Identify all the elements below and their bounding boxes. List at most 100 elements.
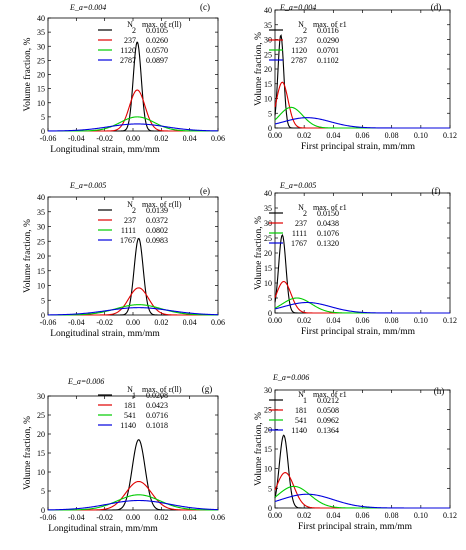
chart-panel-e: -0.06 -0.04 -0.02 0.00 0.02 0.04 0.06 0 5 10 15 20 2… xyxy=(22,181,225,339)
series-line-1140 xyxy=(274,493,450,509)
y-tick-label: 30 xyxy=(264,219,272,228)
y-tick-label: 20 xyxy=(37,71,45,80)
legend-max-value: 0.0716 xyxy=(146,411,168,420)
y-tick-label: 0 xyxy=(41,127,45,136)
legend-max-value: 0.1018 xyxy=(146,421,168,430)
x-tick-label: 0.00 xyxy=(268,511,282,520)
x-axis-label: First principal strain, mm/mm xyxy=(298,522,413,532)
x-tick-label: 0.04 xyxy=(183,513,197,522)
legend-max-value: 0.0105 xyxy=(146,26,168,35)
x-tick-label: 0.08 xyxy=(385,511,399,520)
x-tick-label: 0.06 xyxy=(356,131,370,140)
y-axis-label: Volume fraction, % xyxy=(22,416,33,490)
y-axis-label: Volume fraction, % xyxy=(22,37,33,111)
series-line-2787 xyxy=(48,123,219,132)
x-tick-label: 0.10 xyxy=(414,511,428,520)
x-tick-label: -0.06 xyxy=(40,134,57,143)
legend-max-value: 0.0897 xyxy=(146,56,168,65)
legend-header-max: max. of ε1 xyxy=(313,390,347,399)
chart-panel-c: -0.06 -0.04 -0.02 0.00 0.02 0.04 0.06 0 5 10 15 20 2… xyxy=(22,2,225,155)
x-tick-label: 0.12 xyxy=(443,511,457,520)
x-tick-label: 0.06 xyxy=(356,511,370,520)
y-axis-label: Volume fraction, % xyxy=(22,219,33,293)
legend-n-value: 237 xyxy=(124,216,136,225)
y-tick-label: 5 xyxy=(268,294,272,303)
y-tick-label: 15 xyxy=(37,449,45,458)
y-tick-label: 15 xyxy=(37,85,45,94)
y-tick-label: 25 xyxy=(264,234,272,243)
y-tick-label: 0 xyxy=(268,309,272,318)
strain-level-label: E_a=0.004 xyxy=(279,3,316,12)
x-tick-label: 0.00 xyxy=(126,318,140,327)
legend-max-value: 0.0802 xyxy=(146,226,168,235)
strain-level-label: E_a=0.006 xyxy=(272,373,309,382)
y-tick-label: 35 xyxy=(264,21,272,30)
y-tick-label: 35 xyxy=(264,204,272,213)
legend-n-value: 2 xyxy=(303,209,307,218)
x-tick-label: 0.06 xyxy=(211,513,225,522)
x-tick-label: 0.00 xyxy=(126,134,140,143)
x-tick-label: 0.08 xyxy=(385,316,399,325)
y-tick-label: 40 xyxy=(264,189,272,198)
x-tick-label: 0.04 xyxy=(326,511,340,520)
legend-max-value: 0.0508 xyxy=(317,406,339,415)
y-tick-label: 10 xyxy=(264,95,272,104)
y-tick-label: 5 xyxy=(41,113,45,122)
panel-label: (h) xyxy=(434,386,445,396)
y-tick-label: 25 xyxy=(264,50,272,59)
x-tick-label: -0.04 xyxy=(68,513,85,522)
y-tick-label: 25 xyxy=(37,237,45,246)
chart-panel-g: -0.06 -0.04 -0.02 0.00 0.02 0.04 0.06 0 5 10 15 20 2… xyxy=(22,377,225,534)
series-line-1767 xyxy=(274,301,450,314)
legend-max-value: 0.1364 xyxy=(317,426,339,435)
x-tick-label: -0.02 xyxy=(96,134,113,143)
series-line-237 xyxy=(48,287,218,316)
legend-max-value: 0.1320 xyxy=(317,239,339,248)
y-tick-label: 35 xyxy=(37,28,45,37)
y-tick-label: 40 xyxy=(264,6,272,15)
y-tick-label: 10 xyxy=(37,99,45,108)
legend-max-value: 0.0150 xyxy=(317,209,339,218)
series-line-541 xyxy=(48,494,219,511)
x-tick-label: -0.04 xyxy=(68,134,85,143)
series-line-1140 xyxy=(47,499,219,511)
y-tick-label: 20 xyxy=(264,249,272,258)
legend-n-value: 541 xyxy=(295,416,307,425)
y-tick-label: 0 xyxy=(41,311,45,320)
x-tick-label: -0.04 xyxy=(68,318,85,327)
chart-panel-f: 0.00 0.02 0.04 0.06 0.08 0.10 0.12 0 5 10 15 20 25 30… xyxy=(253,181,457,337)
legend-max-value: 0.1076 xyxy=(317,229,339,238)
y-tick-label: 30 xyxy=(37,392,45,401)
y-tick-label: 10 xyxy=(264,279,272,288)
legend-header-max: max. of ε1 xyxy=(313,20,347,29)
y-tick-label: 15 xyxy=(37,267,45,276)
x-tick-label: 0.04 xyxy=(326,131,340,140)
x-tick-label: 0.02 xyxy=(154,318,168,327)
y-tick-label: 30 xyxy=(264,386,272,395)
legend-header-max: max. of ε1 xyxy=(313,203,347,212)
legend-n-value: 1 xyxy=(132,391,136,400)
legend-n-value: 1767 xyxy=(291,239,307,248)
y-tick-label: 10 xyxy=(37,468,45,477)
series-line-181 xyxy=(274,472,450,509)
legend-n-value: 1111 xyxy=(292,229,307,238)
legend-header-n: N xyxy=(298,390,304,399)
y-tick-label: 0 xyxy=(41,506,45,515)
x-tick-label: 0.10 xyxy=(414,131,428,140)
x-tick-label: 0.02 xyxy=(297,316,311,325)
legend-n-value: 237 xyxy=(295,219,307,228)
x-tick-label: 0.06 xyxy=(356,316,370,325)
legend-header-max: max. of ε(ll) xyxy=(142,385,182,394)
legend-n-value: 1767 xyxy=(120,236,136,245)
legend-n-value: 541 xyxy=(124,411,136,420)
legend-header-n: N xyxy=(127,20,133,29)
y-tick-label: 20 xyxy=(37,430,45,439)
legend-header-n: N xyxy=(127,200,133,209)
y-tick-label: 25 xyxy=(264,406,272,415)
series-line-237 xyxy=(274,81,450,129)
legend-n-value: 181 xyxy=(295,406,307,415)
legend-max-value: 0.0290 xyxy=(317,36,339,45)
legend-n-value: 1111 xyxy=(121,226,136,235)
y-tick-label: 10 xyxy=(37,282,45,291)
legend-max-value: 0.0139 xyxy=(146,206,168,215)
